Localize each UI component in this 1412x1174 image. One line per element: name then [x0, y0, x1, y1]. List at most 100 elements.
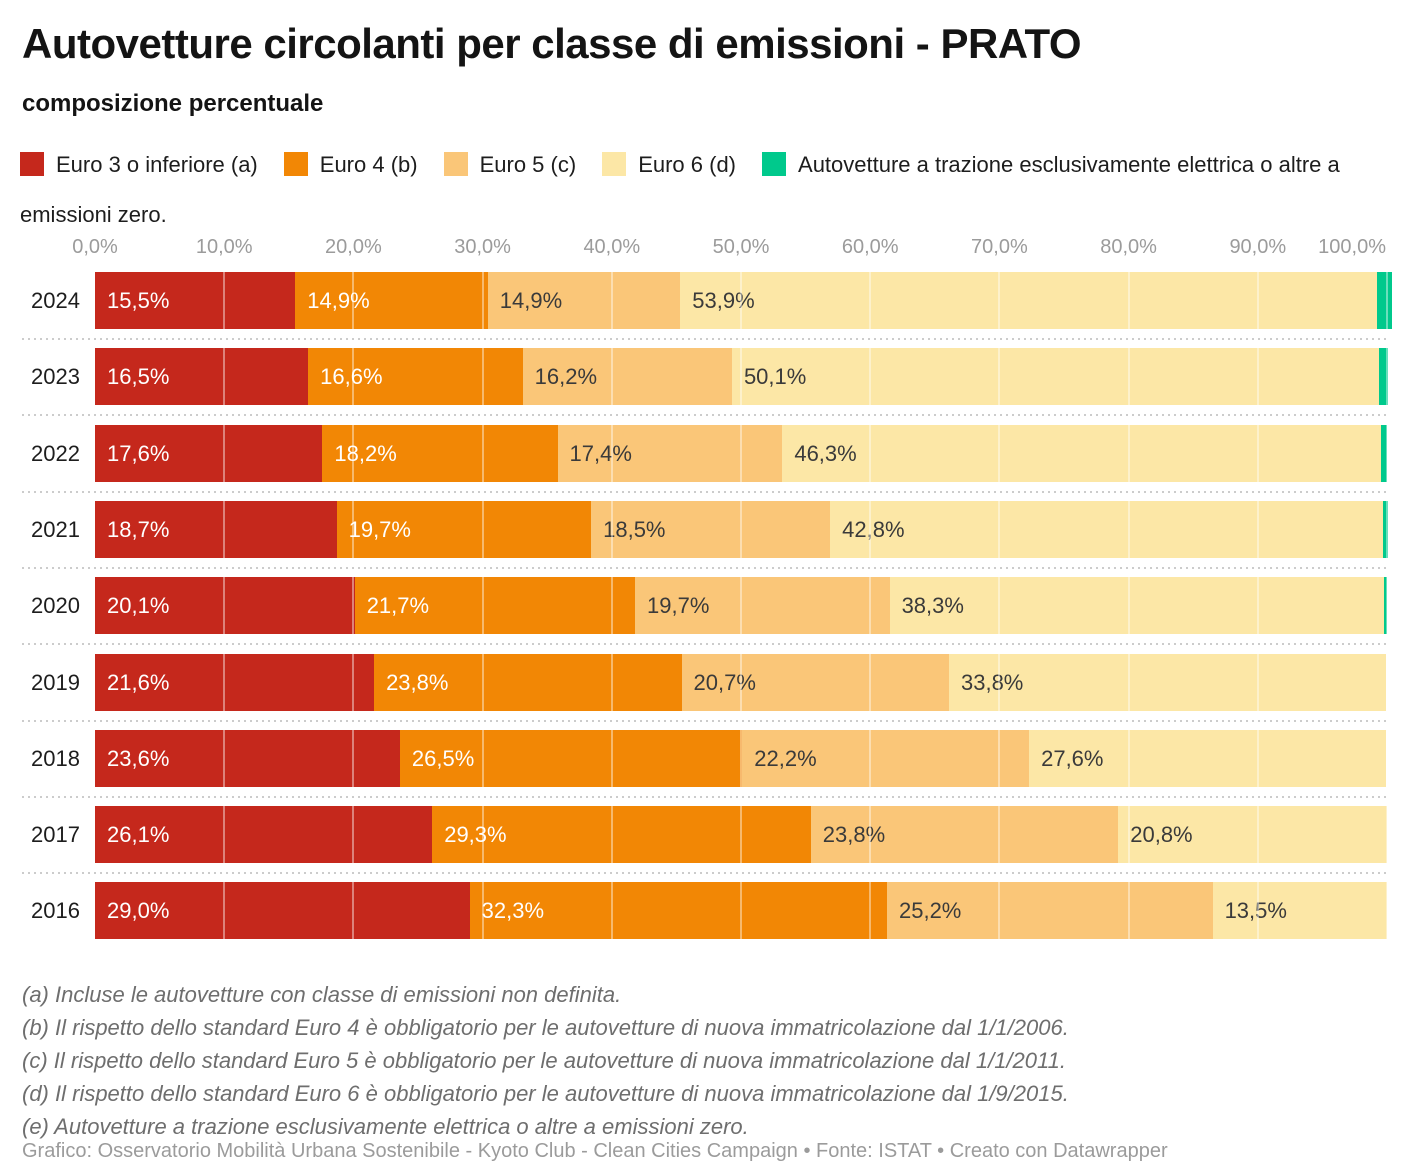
bar-value-label: 29,0% [107, 898, 170, 923]
bar-value-label: 14,9% [499, 288, 563, 313]
bar-value-label: 15,5% [107, 288, 170, 313]
bar-segment: 14,9% [295, 272, 488, 329]
axis-tick-label: 100,0% [1318, 236, 1386, 258]
stacked-bar: 16,5% 16,6% 16,2% 50,1% [95, 348, 1389, 405]
axis-tick-label: 20,0% [325, 236, 382, 258]
gridline [223, 654, 226, 711]
gridline [481, 348, 484, 405]
gridline [740, 272, 742, 329]
gridline [1256, 730, 1259, 787]
axis-tick-label: 40,0% [583, 236, 641, 258]
bar-segment: 17,6% [95, 425, 323, 482]
footer-credit: Grafico: Osservatorio Mobilità Urbana So… [22, 1140, 1168, 1162]
row-separator [22, 414, 1389, 416]
bar-segment: 29,3% [432, 806, 811, 863]
gridline [1127, 501, 1130, 558]
gridline [352, 272, 355, 329]
gridline [998, 806, 1001, 863]
bar-value-label: 16,6% [320, 364, 383, 389]
gridline [610, 882, 613, 939]
bar-segment: 33,8% [948, 654, 1386, 711]
gridline [1386, 348, 1388, 405]
gridline [223, 425, 226, 482]
gridline [998, 654, 1001, 711]
gridline [740, 348, 742, 405]
bar-segment: 38,3% [889, 577, 1385, 634]
bar-segment: 29,0% [95, 882, 470, 939]
gridline [998, 272, 1001, 329]
gridline [1256, 425, 1259, 482]
legend-item-euro6: Euro 6 (d) [602, 152, 736, 177]
gridline [610, 806, 613, 863]
gridline [1256, 501, 1259, 558]
gridline [610, 730, 613, 787]
footnote-c: (c) Il rispetto dello standard Euro 5 è … [22, 1048, 1066, 1073]
gridline [998, 730, 1001, 787]
bar-value-label: 13,5% [1224, 898, 1287, 923]
stacked-bar: 17,6% 18,2% 17,4% 46,3% [95, 425, 1387, 482]
stacked-bar: 21,6% 23,8% 20,7% 33,8% [95, 654, 1386, 711]
gridline [610, 425, 613, 482]
year-label: 2017 [31, 822, 80, 847]
bar-value-label: 16,2% [534, 364, 598, 389]
gridline [610, 577, 613, 634]
bar-value-label: 18,2% [334, 441, 397, 466]
bar-value-label: 19,7% [647, 593, 710, 618]
bar-segment: 50,1% [731, 348, 1380, 405]
legend-label-elettrica: Autovetture a trazione esclusivamente el… [20, 152, 1340, 227]
gridline [1386, 272, 1388, 329]
row-separator [22, 643, 1389, 645]
gridline [610, 654, 613, 711]
bar-value-label: 50,1% [743, 364, 807, 389]
bar-segment: 22,2% [742, 730, 1030, 787]
gridline [1386, 577, 1387, 634]
bar-segment: 46,3% [782, 425, 1381, 482]
stacked-bar: 26,1% 29,3% 23,8% 20,8% [95, 806, 1387, 863]
legend-item-euro5: Euro 5 (c) [443, 152, 577, 177]
bar-segment: 18,7% [95, 501, 337, 558]
bar-value-label: 17,4% [569, 441, 632, 466]
gridline [1127, 577, 1130, 634]
gridline [223, 730, 226, 787]
axis-tick-label: 60,0% [841, 236, 899, 258]
bar-row-2024: 2024 15,5% 14,9% 14,9% 53,9% [0, 272, 1412, 329]
bar-value-label: 20,7% [693, 670, 756, 695]
stacked-bar: 29,0% 32,3% 25,2% 13,5% [95, 882, 1387, 939]
legend-label-euro5: Euro 5 (c) [479, 152, 577, 177]
gridline [740, 806, 742, 863]
gridline [740, 730, 742, 787]
legend-item-euro3: Euro 3 o inferiore (a) [20, 152, 258, 177]
year-label: 2018 [31, 746, 80, 771]
footnote-e: (e) Autovetture a trazione esclusivament… [22, 1114, 749, 1139]
bar-segment: 26,1% [95, 806, 433, 863]
gridline [869, 730, 872, 787]
bar-value-label: 22,2% [754, 746, 817, 771]
bar-value-label: 33,8% [960, 670, 1024, 695]
row-separator [22, 338, 1389, 340]
bar-segment: 53,9% [680, 272, 1377, 329]
bar-segment: 17,4% [557, 425, 783, 482]
bar-segment: 13,5% [1212, 882, 1387, 939]
bar-segment [1383, 501, 1389, 558]
row-separator [22, 567, 1389, 569]
stacked-bar: 18,7% 19,7% 18,5% 42,8% [95, 501, 1389, 558]
bar-segment: 20,1% [95, 577, 355, 634]
bar-segment: 16,5% [95, 348, 309, 405]
bar-value-label: 17,6% [107, 441, 170, 466]
bar-segment [1376, 272, 1393, 329]
bar-segment: 19,7% [336, 501, 592, 558]
gridline [1127, 654, 1130, 711]
row-separator [22, 720, 1389, 722]
gridline [869, 425, 872, 482]
bar-value-label: 26,5% [411, 746, 475, 771]
bar-segment [1384, 577, 1387, 634]
bar-value-label: 46,3% [794, 441, 857, 466]
gridline [610, 501, 613, 558]
bar-segment: 15,5% [95, 272, 296, 329]
bar-segment: 26,5% [399, 730, 743, 787]
year-label: 2020 [31, 593, 80, 618]
bar-segment [1380, 425, 1387, 482]
gridline [481, 577, 484, 634]
gridline [352, 425, 355, 482]
gridline [481, 425, 484, 482]
